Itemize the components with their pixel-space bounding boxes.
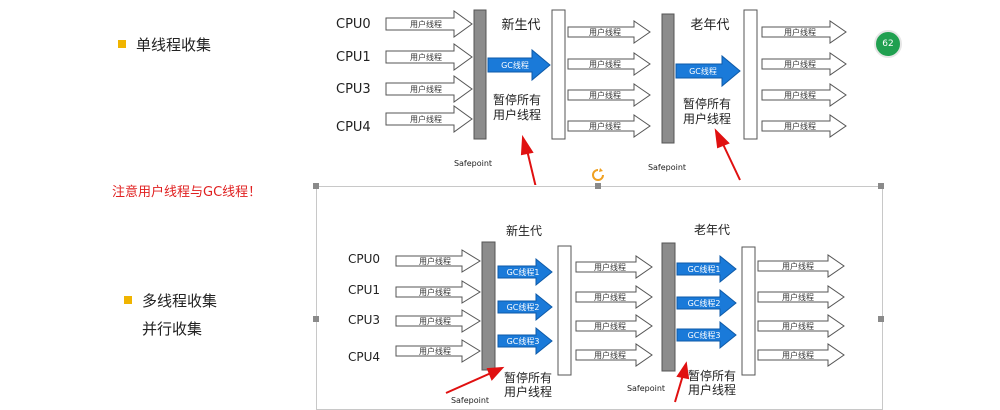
cpu-labels: CPU0 CPU1 CPU3 CPU4	[336, 17, 371, 135]
cpu-labels: CPU0 CPU1 CPU3 CPU4	[348, 252, 380, 364]
multi-thread-diagram: CPU0 CPU1 CPU3 CPU4 用户线程 用户线程 用户线程 用户线程 …	[348, 223, 845, 405]
cpu-label: CPU4	[348, 350, 380, 364]
input-thread-arrows	[385, 10, 473, 133]
pause-label-1: 暂停所有	[688, 368, 736, 383]
gc-thread-label: GC线程1	[688, 264, 721, 274]
cpu-label: CPU3	[348, 313, 380, 327]
pause-label-2: 用户线程	[688, 382, 736, 397]
red-pointer-arrow	[674, 374, 684, 403]
pause-label-2: 用户线程	[493, 107, 541, 122]
gc-thread-arrow	[676, 288, 737, 318]
user-thread-label: 用户线程	[782, 350, 814, 360]
gc-thread-arrow	[487, 48, 551, 82]
bullet-multi	[124, 296, 132, 304]
gc-thread-label: GC线程	[689, 66, 717, 76]
old-gen-box	[741, 246, 756, 376]
user-thread-label: 用户线程	[784, 121, 816, 131]
cpu-label: CPU0	[336, 17, 371, 32]
gc-thread-label: GC线程	[501, 60, 529, 70]
gc-thread-arrow	[497, 326, 553, 356]
user-thread-label: 用户线程	[784, 90, 816, 100]
red-pointer-arrows	[445, 361, 690, 403]
gc-thread-label: GC线程3	[507, 336, 540, 346]
user-thread-label: 用户线程	[589, 121, 621, 131]
parallel-label: 并行收集	[142, 320, 203, 338]
red-pointer-arrow	[445, 372, 492, 394]
safepoint-label: Safepoint	[451, 396, 489, 405]
young-gen-box	[551, 9, 566, 140]
user-thread-label: 用户线程	[419, 346, 451, 356]
pause-label-2: 用户线程	[504, 384, 552, 399]
pause-label-2: 用户线程	[683, 111, 731, 126]
rotate-handle-icon[interactable]	[591, 168, 605, 182]
user-thread-label: 用户线程	[410, 84, 442, 94]
multi-thread-label: 多线程收集	[142, 292, 218, 310]
user-thread-label: 用户线程	[782, 292, 814, 302]
user-thread-label: 用户线程	[594, 350, 626, 360]
user-thread-label: 用户线程	[589, 27, 621, 37]
safepoint-bar	[661, 13, 675, 144]
bullet-single	[118, 40, 126, 48]
old-gen-label: 老年代	[690, 18, 729, 33]
gc-thread-arrow	[675, 54, 741, 88]
pause-label-1: 暂停所有	[493, 92, 541, 107]
young-gen-label: 新生代	[506, 223, 542, 238]
red-pointer-arrow	[526, 149, 537, 185]
green-badge: 62	[874, 30, 902, 58]
single-thread-label: 单线程收集	[136, 36, 212, 54]
user-thread-label: 用户线程	[410, 114, 442, 124]
user-thread-label: 用户线程	[589, 90, 621, 100]
safepoint-label: Safepoint	[454, 159, 492, 168]
safepoint-bar	[481, 241, 496, 371]
safepoint-label: Safepoint	[648, 163, 686, 172]
gc-thread-label: GC线程1	[507, 267, 540, 277]
pause-label-1: 暂停所有	[504, 370, 552, 385]
cpu-label: CPU1	[348, 283, 380, 297]
single-thread-diagram: CPU0 CPU1 CPU3 CPU4 用户线程 用户线程 用户线程 用户线程 …	[336, 9, 847, 185]
cpu-label: CPU3	[336, 82, 371, 97]
gc-thread-label: GC线程3	[688, 330, 721, 340]
old-gen-box	[743, 9, 758, 140]
red-pointer-arrow	[721, 141, 741, 181]
gc-thread-label: GC线程2	[688, 298, 721, 308]
resize-handle-mr[interactable]	[878, 316, 884, 322]
resize-handle-tr[interactable]	[878, 183, 884, 189]
old-gen-label: 老年代	[694, 223, 730, 237]
user-thread-label: 用户线程	[594, 321, 626, 331]
user-thread-label: 用户线程	[419, 287, 451, 297]
pause-label-1: 暂停所有	[683, 96, 731, 111]
cpu-label: CPU4	[336, 120, 371, 135]
user-thread-label: 用户线程	[419, 256, 451, 266]
user-thread-label: 用户线程	[419, 316, 451, 326]
gc-thread-arrow	[676, 320, 737, 350]
attention-note: 注意用户线程与GC线程！	[112, 185, 262, 200]
gc-thread-arrow	[676, 254, 737, 284]
resize-handle-tm[interactable]	[595, 183, 601, 189]
safepoint-bar	[473, 9, 487, 140]
cpu-label: CPU0	[348, 252, 380, 266]
user-thread-label: 用户线程	[784, 27, 816, 37]
resize-handle-tl[interactable]	[313, 183, 319, 189]
user-thread-label: 用户线程	[782, 261, 814, 271]
user-thread-label: 用户线程	[410, 52, 442, 62]
user-thread-label: 用户线程	[410, 19, 442, 29]
resize-handle-ml[interactable]	[313, 316, 319, 322]
young-gen-label: 新生代	[501, 17, 540, 33]
user-thread-label: 用户线程	[784, 59, 816, 69]
user-thread-label: 用户线程	[589, 59, 621, 69]
cpu-label: CPU1	[336, 50, 371, 65]
safepoint-label: Safepoint	[627, 384, 665, 393]
user-thread-label: 用户线程	[782, 321, 814, 331]
red-pointer-arrows	[520, 128, 741, 185]
user-thread-label: 用户线程	[594, 262, 626, 272]
user-thread-label: 用户线程	[594, 292, 626, 302]
gc-thread-arrow	[497, 292, 553, 322]
young-gen-box	[557, 245, 572, 376]
safepoint-bar	[661, 242, 676, 372]
gc-thread-arrow	[497, 257, 553, 287]
gc-thread-label: GC线程2	[507, 302, 540, 312]
